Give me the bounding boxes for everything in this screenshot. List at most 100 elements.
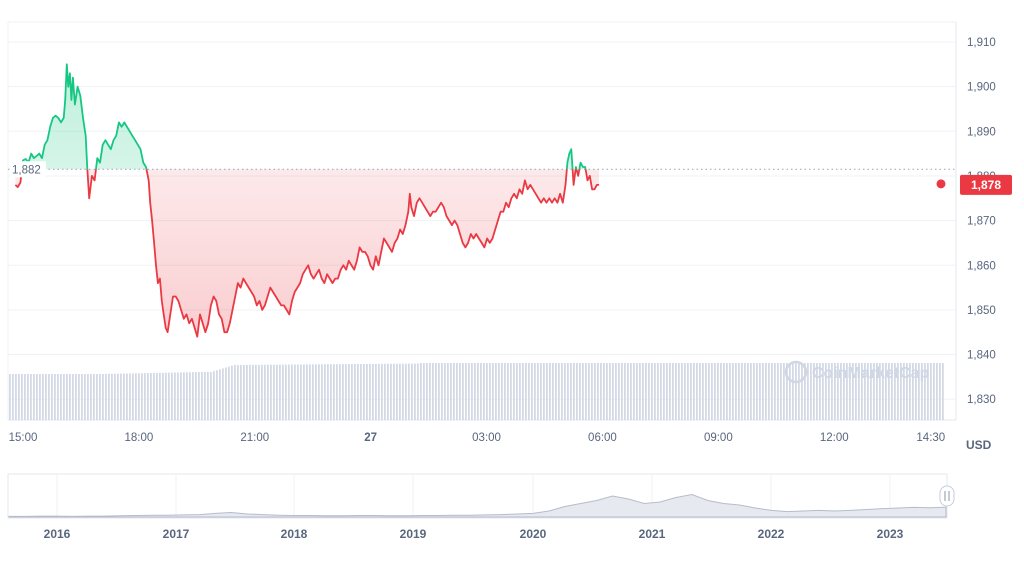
volume-bar <box>942 363 944 420</box>
volume-bar <box>837 363 839 420</box>
volume-bar <box>561 363 563 420</box>
volume-bar <box>669 363 671 420</box>
volume-bar <box>54 374 56 420</box>
volume-bar <box>504 363 506 420</box>
y-tick-label: 1,830 <box>967 394 996 406</box>
volume-bar <box>783 363 785 420</box>
volume-bar <box>726 363 728 420</box>
volume-bar <box>456 363 458 420</box>
x-tick-label: 15:00 <box>9 432 38 444</box>
volume-bar <box>864 363 866 420</box>
volume-bar <box>546 363 548 420</box>
volume-bar <box>42 374 44 420</box>
volume-bar <box>51 374 53 420</box>
volume-bar <box>813 363 815 420</box>
time-range-navigator[interactable]: 2016 2017 2018 2019 2020 2021 2022 2023 <box>7 473 955 541</box>
volume-bar <box>579 363 581 420</box>
volume-bar <box>501 363 503 420</box>
volume-bar <box>816 363 818 420</box>
volume-bar <box>696 363 698 420</box>
volume-bar <box>213 371 215 420</box>
volume-bar <box>489 363 491 420</box>
navigator-frame <box>7 473 948 519</box>
volume-bar <box>426 363 428 420</box>
y-tick-label: 1,840 <box>967 350 996 362</box>
volume-bar <box>507 363 509 420</box>
volume-bar <box>234 364 236 420</box>
volume-bar <box>339 364 341 420</box>
volume-bar <box>867 363 869 420</box>
volume-bar <box>627 363 629 420</box>
price-area-above-reference <box>22 64 586 170</box>
volume-bar <box>15 374 17 420</box>
volume-bar <box>630 363 632 420</box>
volume-bar <box>408 363 410 420</box>
volume-bar <box>66 374 68 420</box>
volume-bar <box>465 363 467 420</box>
volume-bar <box>636 363 638 420</box>
volume-bar <box>624 363 626 420</box>
volume-bar <box>633 363 635 420</box>
y-tick-label: 1,910 <box>967 37 996 49</box>
volume-bar <box>24 374 26 420</box>
volume-bar <box>216 370 218 420</box>
volume-bar <box>78 374 80 420</box>
volume-bar <box>336 364 338 420</box>
volume-bar <box>756 363 758 420</box>
volume-bar <box>612 363 614 420</box>
volume-bar <box>828 363 830 420</box>
volume-bar <box>60 374 62 420</box>
volume-bar <box>312 364 314 420</box>
volume-bar <box>462 363 464 420</box>
volume-bar <box>591 363 593 420</box>
volume-bar <box>258 364 260 420</box>
volume-bar <box>798 363 800 420</box>
volume-bar <box>861 363 863 420</box>
volume-bar <box>930 363 932 420</box>
volume-bar <box>153 372 155 420</box>
volume-bar <box>18 374 20 420</box>
volume-bar <box>111 373 113 420</box>
volume-bar <box>642 363 644 420</box>
navigator-year-label: 2020 <box>520 527 547 541</box>
volume-bar <box>36 374 38 420</box>
volume-bar <box>285 364 287 420</box>
volume-bar <box>888 363 890 420</box>
volume-bar <box>195 372 197 420</box>
volume-bar <box>57 374 59 420</box>
volume-bar <box>753 363 755 420</box>
navigator-year-label: 2023 <box>877 527 904 541</box>
volume-bar <box>117 373 119 420</box>
navigator-year-label: 2017 <box>163 527 190 541</box>
volume-bar <box>939 363 941 420</box>
volume-bar <box>345 364 347 420</box>
volume-bar <box>681 363 683 420</box>
volume-bar <box>357 364 359 420</box>
volume-bar <box>492 363 494 420</box>
navigator-handle[interactable] <box>939 485 955 507</box>
volume-bar <box>384 363 386 420</box>
volume-bar <box>777 363 779 420</box>
x-tick-label: 12:00 <box>820 432 849 444</box>
volume-bar <box>270 364 272 420</box>
volume-bar <box>300 364 302 420</box>
volume-bar <box>126 373 128 420</box>
volume-bar <box>33 374 35 420</box>
navigator-handle-grip[interactable] <box>939 485 955 507</box>
volume-bar <box>135 373 137 420</box>
volume-bar <box>747 363 749 420</box>
volume-bar <box>159 372 161 420</box>
volume-bar <box>423 363 425 420</box>
volume-bar <box>480 363 482 420</box>
navigator-history-area <box>8 493 947 518</box>
volume-bar <box>396 363 398 420</box>
volume-bar <box>528 363 530 420</box>
volume-bar <box>444 363 446 420</box>
volume-bar <box>525 363 527 420</box>
volume-bar <box>363 363 365 420</box>
volume-bar <box>39 374 41 420</box>
volume-bar <box>735 363 737 420</box>
volume-bar <box>450 363 452 420</box>
volume-bar <box>411 363 413 420</box>
volume-bar <box>660 363 662 420</box>
